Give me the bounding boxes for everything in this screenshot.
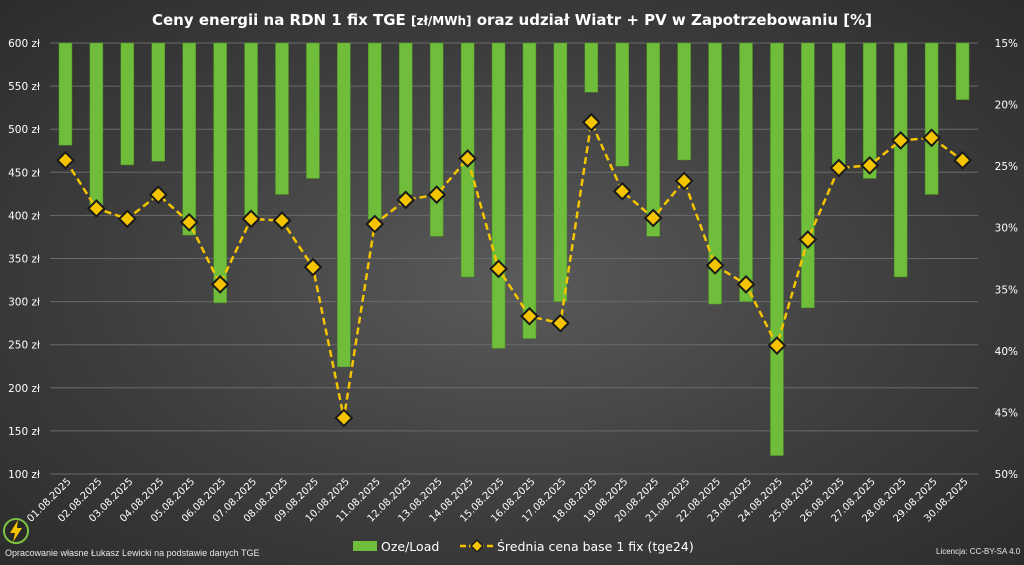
price-point-marker	[612, 181, 632, 201]
bar-oze-load	[275, 42, 289, 195]
y-left-tick-label: 100 zł	[8, 469, 40, 481]
bar-oze-load	[553, 42, 568, 302]
bar-oze-load	[522, 42, 537, 339]
y-left-tick-label: 350 zł	[8, 254, 40, 266]
price-point-marker	[860, 155, 880, 175]
bar-oze-load	[862, 42, 877, 179]
price-point-marker	[922, 128, 942, 148]
price-point-marker	[581, 112, 601, 132]
y-axis-right: 15% 20% 25% 30% 35% 40% 45% 50%	[995, 38, 1018, 481]
bar-oze-load	[368, 42, 382, 220]
x-axis: 01.08.202502.08.202503.08.202504.08.2025…	[25, 476, 970, 524]
bar-oze-load	[924, 42, 939, 195]
chart-title-unit: [zł/MWh]	[411, 14, 472, 28]
price-point-marker	[272, 211, 292, 230]
y-left-tick-label: 300 zł	[8, 297, 40, 309]
footer-author: Opracowanie własne Łukasz Lewicki na pod…	[5, 548, 260, 558]
price-point-marker	[953, 150, 972, 170]
bar-oze-load	[893, 42, 908, 278]
bar-oze-load	[770, 42, 784, 456]
bar-oze-load	[151, 42, 166, 162]
bar-oze-load	[615, 42, 630, 167]
price-point-marker	[148, 185, 168, 205]
price-point-marker	[458, 149, 478, 168]
bar-oze-load	[677, 42, 691, 161]
bar-oze-load	[337, 42, 351, 368]
y-right-tick-label: 45%	[995, 407, 1018, 419]
bar-oze-load	[58, 42, 73, 146]
price-point-marker	[56, 150, 75, 170]
grid	[50, 42, 978, 475]
y-left-tick-label: 400 zł	[8, 210, 40, 222]
price-point-marker	[334, 408, 354, 428]
y-right-tick-label: 30%	[995, 223, 1018, 235]
price-point-marker	[798, 230, 818, 249]
y-left-tick-label: 550 zł	[8, 81, 40, 93]
y-axis-left: 600 zł 550 zł 500 zł 450 zł 400 zł 350 zł 300 …	[8, 38, 40, 481]
y-left-tick-label: 200 zł	[8, 383, 40, 395]
bar-oze-load	[244, 42, 258, 216]
price-point-marker	[643, 208, 663, 228]
chart-title: Ceny energii na RDN 1 fix TGE [zł/MWh] o…	[152, 11, 872, 29]
y-left-tick-label: 500 zł	[8, 124, 40, 136]
bar-oze-load	[955, 42, 970, 100]
price-point-marker	[427, 185, 447, 205]
y-left-tick-label: 450 zł	[8, 167, 40, 179]
price-point-marker	[520, 306, 539, 326]
bar-oze-load	[708, 42, 722, 305]
bar-oze-load	[306, 42, 320, 179]
y-left-tick-label: 600 zł	[8, 38, 40, 50]
bar-oze-load	[182, 42, 196, 236]
y-right-tick-label: 35%	[995, 284, 1018, 296]
bar-oze-load	[213, 42, 227, 304]
price-point-marker	[550, 313, 570, 333]
bar-oze-load	[120, 42, 135, 166]
price-point-marker	[767, 336, 787, 355]
y-right-tick-label: 25%	[995, 161, 1018, 173]
legend: Oze/Load Średnia cena base 1 fix (tge24)	[353, 538, 694, 554]
y-right-tick-label: 15%	[995, 38, 1018, 50]
bars	[58, 42, 970, 456]
price-point-marker	[179, 212, 199, 232]
legend-swatch-oze	[353, 541, 377, 551]
bar-oze-load	[491, 42, 506, 349]
y-right-tick-label: 20%	[995, 100, 1018, 112]
bar-oze-load	[89, 42, 104, 208]
bar-oze-load	[646, 42, 660, 237]
y-left-tick-label: 150 zł	[8, 426, 40, 438]
y-right-tick-label: 50%	[995, 469, 1018, 481]
price-point-marker	[303, 257, 323, 277]
bar-oze-load	[584, 42, 599, 93]
bar-oze-load	[801, 42, 815, 309]
y-right-tick-label: 40%	[995, 346, 1018, 358]
price-point-marker	[86, 199, 106, 218]
price-point-marker	[736, 274, 756, 294]
price-point-marker	[241, 209, 261, 229]
y-left-tick-label: 250 zł	[8, 340, 40, 352]
price-point-marker	[674, 171, 694, 191]
price-point-marker	[117, 209, 137, 229]
legend-label-oze: Oze/Load	[381, 539, 439, 554]
footer-license: Licencja: CC-BY-SA 4.0	[936, 547, 1021, 556]
price-line	[56, 112, 972, 428]
bar-oze-load	[429, 42, 444, 237]
price-point-marker	[365, 214, 385, 234]
price-point-marker	[705, 255, 725, 275]
author-logo-icon	[3, 518, 29, 544]
legend-swatch-price-marker	[469, 538, 485, 554]
price-series-line	[64, 117, 964, 419]
price-point-marker	[489, 259, 508, 279]
bar-oze-load	[739, 42, 753, 302]
chart-title-part-2: oraz udział Wiatr + PV w Zapotrzebowaniu…	[472, 11, 873, 29]
bar-oze-load	[398, 42, 413, 195]
price-point-marker	[210, 274, 230, 294]
price-point-marker	[829, 158, 849, 178]
legend-label-price: Średnia cena base 1 fix (tge24)	[497, 539, 694, 554]
chart-title-part-1: Ceny energii na RDN 1 fix TGE	[152, 11, 411, 29]
price-point-marker	[396, 190, 416, 210]
price-point-marker	[891, 130, 911, 150]
bar-oze-load	[832, 42, 846, 167]
